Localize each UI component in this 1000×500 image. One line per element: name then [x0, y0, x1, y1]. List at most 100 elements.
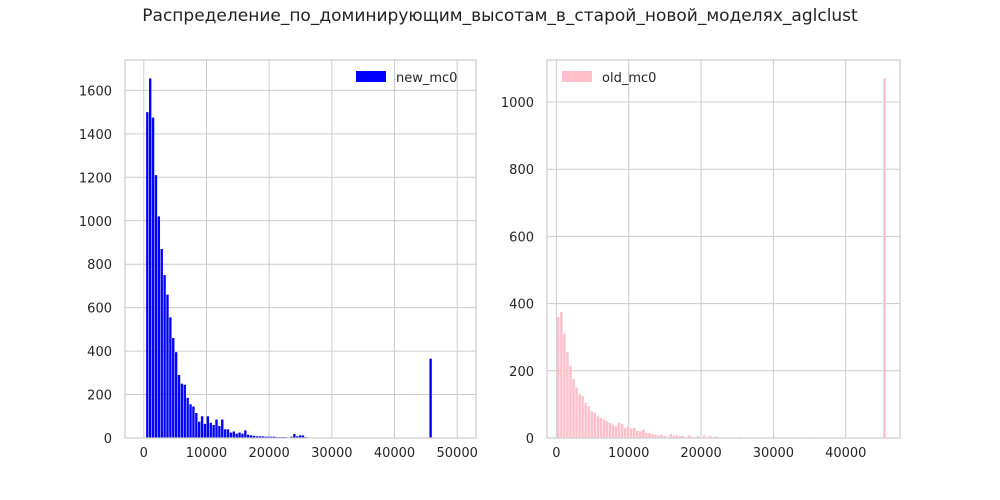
histogram-bar	[154, 175, 158, 438]
chart-panel-0: 0 10000 20000 30000 40000 50000 0 200 400 600 800 1…	[79, 59, 478, 461]
histogram-bar	[642, 429, 645, 438]
histogram-bar	[195, 413, 198, 438]
histogram-bar	[617, 422, 621, 438]
histogram-bar	[608, 422, 612, 438]
histogram-bar	[200, 416, 204, 438]
y-tick-label: 0	[526, 432, 534, 447]
histogram-bar	[232, 431, 235, 438]
histogram-bar	[241, 433, 244, 438]
histogram-bar	[590, 411, 593, 438]
histogram-bar	[429, 358, 432, 438]
histogram-bar	[192, 406, 195, 438]
x-tick-label: 40000	[374, 446, 415, 461]
histogram-bar	[651, 433, 654, 438]
histogram-bar	[572, 379, 575, 438]
figure-title: Распределение_по_доминирующим_высотам_в_…	[142, 6, 858, 26]
histogram-bar	[611, 424, 615, 438]
histogram-bar	[599, 417, 603, 438]
histogram-bar	[648, 432, 651, 438]
x-tick-label: 50000	[437, 446, 478, 461]
histogram-bar	[209, 422, 212, 438]
histogram-bar	[172, 338, 175, 438]
chart-panel-1: 0 10000 20000 30000 40000 0 200 400 600 800 1000 ol…	[501, 59, 901, 461]
y-tick-label: 400	[509, 298, 534, 313]
histogram-bar	[146, 112, 149, 438]
histogram-bar	[657, 435, 660, 438]
histogram-bar	[663, 435, 666, 438]
histogram-bar	[602, 419, 606, 438]
histogram-bar	[290, 436, 293, 438]
x-tick-label: 10000	[186, 446, 227, 461]
histogram-bar	[157, 216, 161, 438]
histogram-bar	[696, 435, 700, 438]
legend: old_mc0	[562, 71, 656, 86]
histogram-bar	[669, 433, 672, 438]
histogram-bar	[296, 436, 299, 438]
histogram-bar	[180, 383, 184, 438]
y-tick-label: 200	[509, 365, 534, 380]
y-tick-label: 1200	[79, 171, 112, 186]
legend-label: new_mc0	[396, 71, 457, 86]
histogram-bar	[267, 436, 270, 438]
plot-area	[547, 60, 900, 438]
plot-frame	[546, 59, 901, 439]
histogram-bar	[702, 435, 706, 438]
histogram-bar	[672, 435, 675, 438]
histogram-bar	[581, 396, 584, 438]
histogram-bar	[186, 397, 189, 438]
histogram-bar	[212, 424, 215, 438]
histogram-bar	[203, 423, 207, 438]
histogram-bar	[569, 365, 572, 438]
histogram-bar	[614, 426, 618, 438]
histogram-bar	[160, 249, 163, 438]
histogram-bar	[587, 406, 590, 438]
histogram-bar	[272, 436, 276, 438]
histogram-bar	[629, 428, 633, 438]
y-tick-label: 400	[87, 345, 112, 360]
histogram-bar	[566, 352, 569, 438]
y-tick-label: 1400	[79, 128, 112, 143]
histogram-bar	[169, 317, 172, 438]
histogram-bar	[675, 435, 679, 438]
x-tick-label: 30000	[311, 446, 352, 461]
histogram-bar	[249, 435, 253, 438]
histogram-bar	[183, 384, 186, 438]
histogram-bar	[301, 435, 305, 438]
histogram-bar	[626, 426, 630, 438]
histogram-bar	[247, 434, 250, 438]
x-tick-label: 20000	[680, 446, 721, 461]
histogram-bar	[639, 431, 642, 438]
histogram-bar	[261, 436, 264, 438]
plot-frame	[124, 59, 477, 439]
histogram-bar	[293, 434, 296, 438]
histogram-bar	[235, 433, 238, 438]
histogram-bar	[163, 275, 166, 438]
x-tick-label: 40000	[825, 446, 866, 461]
histogram-bar	[264, 436, 267, 438]
histogram-bar	[563, 333, 566, 438]
x-tick-label: 0	[140, 446, 148, 461]
x-tick-label: 10000	[608, 446, 649, 461]
histogram-bar	[715, 436, 718, 438]
histogram-bar	[255, 436, 259, 438]
histogram-bar	[690, 436, 694, 438]
histogram-bar	[221, 419, 224, 438]
histogram-bar	[593, 412, 597, 438]
histogram-bar	[218, 426, 221, 438]
histogram-bar	[578, 394, 581, 438]
histogram-bar	[596, 416, 600, 438]
histogram-bar	[215, 419, 218, 438]
y-tick-label: 800	[87, 258, 112, 273]
histogram-bar	[258, 436, 261, 438]
y-tick-label: 200	[87, 389, 112, 404]
histogram-bar	[636, 430, 639, 438]
histogram-bar	[681, 435, 685, 438]
histogram-bar	[678, 435, 682, 438]
histogram-bar	[645, 432, 648, 438]
histogram-bar	[229, 432, 233, 438]
histogram-bar	[174, 352, 178, 438]
x-tick-label: 20000	[248, 446, 289, 461]
histogram-bar	[623, 427, 627, 438]
histogram-bar	[189, 404, 192, 438]
